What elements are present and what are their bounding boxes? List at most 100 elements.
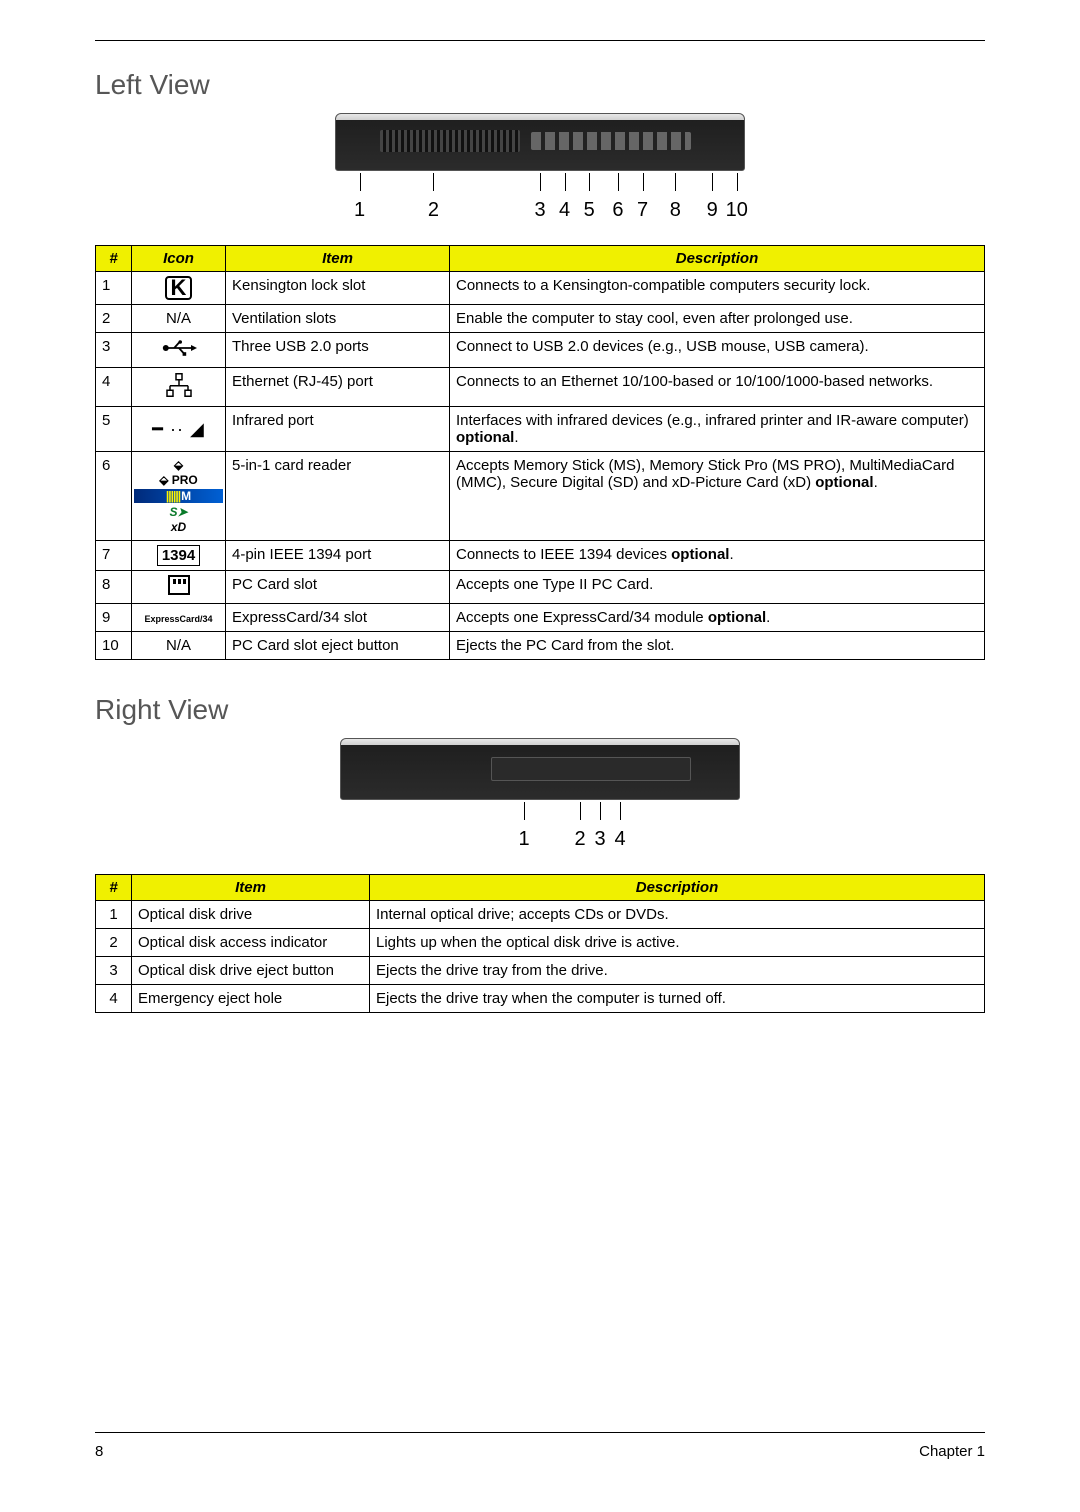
cell-desc: Accepts Memory Stick (MS), Memory Stick …	[450, 452, 985, 541]
cell-num: 5	[96, 407, 132, 452]
table-row: 1Optical disk driveInternal optical driv…	[96, 901, 985, 929]
cell-desc: Connects to an Ethernet 10/100-based or …	[450, 368, 985, 407]
cell-desc: Connect to USB 2.0 devices (e.g., USB mo…	[450, 333, 985, 368]
cell-num: 8	[96, 571, 132, 604]
table-row: 713944-pin IEEE 1394 portConnects to IEE…	[96, 541, 985, 571]
callout-tick	[524, 802, 525, 820]
cell-num: 7	[96, 541, 132, 571]
cell-icon	[132, 333, 226, 368]
memory-stick-icon: ⬙	[134, 459, 223, 471]
cell-item: Ethernet (RJ-45) port	[226, 368, 450, 407]
callout-number: 4	[559, 199, 570, 222]
callout-tick	[433, 173, 434, 191]
table-row: 5━ ·· ◢Infrared portInterfaces with infr…	[96, 407, 985, 452]
cell-num: 3	[96, 333, 132, 368]
cell-desc: Ejects the drive tray from the drive.	[370, 957, 985, 985]
callout-tick	[712, 173, 713, 191]
cell-desc: Ejects the PC Card from the slot.	[450, 632, 985, 660]
cell-icon	[132, 368, 226, 407]
table-row: 2Optical disk access indicatorLights up …	[96, 929, 985, 957]
cell-item: Optical disk drive	[132, 901, 370, 929]
cell-num: 2	[96, 929, 132, 957]
cell-item: Infrared port	[226, 407, 450, 452]
table-row: 1KKensington lock slotConnects to a Kens…	[96, 272, 985, 305]
cell-desc: Lights up when the optical disk drive is…	[370, 929, 985, 957]
cell-num: 3	[96, 957, 132, 985]
cell-icon	[132, 571, 226, 604]
cell-icon: ⬙⬙ PROMS➤xD	[132, 452, 226, 541]
cell-desc: Internal optical drive; accepts CDs or D…	[370, 901, 985, 929]
left-view-figure: 12345678910	[95, 113, 985, 225]
cell-num: 1	[96, 901, 132, 929]
cell-item: Kensington lock slot	[226, 272, 450, 305]
th-desc: Description	[450, 246, 985, 272]
callout-number: 2	[574, 828, 585, 851]
cell-num: 2	[96, 305, 132, 333]
th-desc-r: Description	[370, 875, 985, 901]
laptop-right-body	[340, 738, 740, 800]
cell-item: Three USB 2.0 ports	[226, 333, 450, 368]
left-view-table: # Icon Item Description 1KKensington loc…	[95, 245, 985, 660]
callout-tick	[360, 173, 361, 191]
infrared-icon: ━ ·· ◢	[152, 419, 205, 440]
table-row: 6⬙⬙ PROMS➤xD5-in-1 card readerAccepts Me…	[96, 452, 985, 541]
callout-tick	[580, 802, 581, 820]
table-row: 10 N/A PC Card slot eject buttonEjects the…	[96, 632, 985, 660]
cell-item: Emergency eject hole	[132, 985, 370, 1013]
callout-number: 6	[612, 199, 623, 222]
cell-num: 9	[96, 604, 132, 632]
th-item: Item	[226, 246, 450, 272]
card-reader-icons: ⬙⬙ PROMS➤xD	[134, 459, 223, 533]
left-view-heading: Left View	[95, 69, 985, 101]
cell-desc: Enable the computer to stay cool, even a…	[450, 305, 985, 333]
table-row: 3Optical disk drive eject buttonEjects t…	[96, 957, 985, 985]
left-callout-ticks	[335, 173, 745, 197]
right-table-header: # Item Description	[96, 875, 985, 901]
cell-item: Optical disk access indicator	[132, 929, 370, 957]
cell-desc: Connects to IEEE 1394 devices optional.	[450, 541, 985, 571]
th-num: #	[96, 246, 132, 272]
cell-item: PC Card slot eject button	[226, 632, 450, 660]
callout-tick	[540, 173, 541, 191]
page: Left View 12345678910 # Icon Item Descri…	[0, 0, 1080, 1512]
th-icon: Icon	[132, 246, 226, 272]
pc-card-icon	[168, 575, 190, 595]
icon-text: N/A	[166, 637, 191, 654]
cell-icon: N/A	[132, 305, 226, 333]
callout-tick	[565, 173, 566, 191]
table-row: 9ExpressCard/34ExpressCard/34 slotAccept…	[96, 604, 985, 632]
cell-icon: ExpressCard/34	[132, 604, 226, 632]
cell-item: Ventilation slots	[226, 305, 450, 333]
table-row: 3 Three USB 2.0 portsConnect to USB 2.0 d…	[96, 333, 985, 368]
laptop-left-illustration: 12345678910	[335, 113, 745, 225]
cell-num: 6	[96, 452, 132, 541]
dvd-graphic	[491, 757, 691, 781]
sd-icon: S➤	[134, 506, 223, 518]
callout-number: 1	[518, 828, 529, 851]
cell-desc: Ejects the drive tray when the computer …	[370, 985, 985, 1013]
ieee-1394-icon: 1394	[157, 545, 200, 566]
left-callout-numbers: 12345678910	[335, 199, 745, 225]
callout-number: 7	[637, 199, 648, 222]
cell-num: 10	[96, 632, 132, 660]
expresscard-icon: ExpressCard/34	[144, 614, 212, 624]
cell-num: 4	[96, 985, 132, 1013]
cell-icon: N/A	[132, 632, 226, 660]
table-row: 4Ethernet (RJ-45) portConnects to an Eth…	[96, 368, 985, 407]
xd-icon: xD	[134, 521, 223, 533]
cell-item: ExpressCard/34 slot	[226, 604, 450, 632]
page-number: 8	[95, 1443, 103, 1460]
callout-number: 3	[534, 199, 545, 222]
laptop-left-body	[335, 113, 745, 171]
ethernet-icon	[164, 372, 194, 402]
callout-number: 3	[594, 828, 605, 851]
memory-stick-pro-icon: ⬙ PRO	[134, 474, 223, 486]
callout-number: 1	[354, 199, 365, 222]
top-rule	[95, 40, 985, 41]
cell-item: 5-in-1 card reader	[226, 452, 450, 541]
callout-tick	[600, 802, 601, 820]
callout-tick	[737, 173, 738, 191]
cell-num: 1	[96, 272, 132, 305]
callout-number: 4	[614, 828, 625, 851]
callout-number: 5	[584, 199, 595, 222]
